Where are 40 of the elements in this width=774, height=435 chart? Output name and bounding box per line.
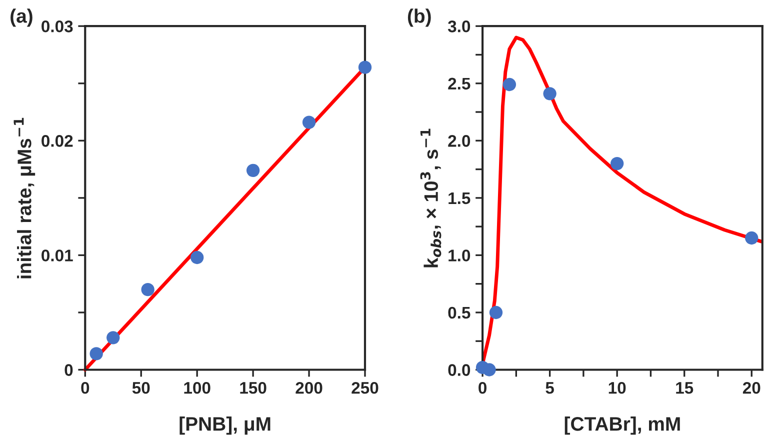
x-tick-label: 15 xyxy=(676,382,694,394)
y-tick-label: 3.0 xyxy=(448,20,470,32)
point xyxy=(246,164,260,178)
x-tick-label: 200 xyxy=(296,382,322,394)
y-tick-label: 0 xyxy=(64,364,73,376)
y-tick-label: 2.5 xyxy=(448,78,470,90)
x-tick-label: 100 xyxy=(184,382,210,394)
point xyxy=(90,347,103,360)
point xyxy=(543,87,556,100)
y-axis-title: initial rate, μMs$^{−1}$ xyxy=(14,118,36,278)
y-tick-label: 1.5 xyxy=(448,192,470,204)
x-axis-title: [CTABr], mM xyxy=(564,416,680,435)
point xyxy=(502,78,516,92)
y-tick-label: 0.02 xyxy=(42,135,73,147)
point xyxy=(141,282,154,296)
x-tick-label: 0 xyxy=(478,382,486,394)
y-tick-label: 0.0 xyxy=(448,364,470,376)
y-axis-title: k$_{obs}$, × 10$^{3}$, s$^{−1}$ xyxy=(420,128,442,268)
x-tick-label: 150 xyxy=(240,382,266,394)
x-tick-label: 250 xyxy=(352,382,378,394)
x-tick-label: 50 xyxy=(132,382,150,394)
x-tick-label: 20 xyxy=(742,382,760,394)
x-tick-label: 10 xyxy=(608,382,626,394)
x-axis-title: [PNB], μM xyxy=(180,416,270,435)
point xyxy=(489,306,503,320)
point xyxy=(302,116,316,129)
point xyxy=(745,231,758,245)
y-tick-label: 2.0 xyxy=(448,135,470,147)
point xyxy=(610,156,624,170)
point xyxy=(358,60,372,74)
y-tick-label: 0.03 xyxy=(42,20,73,32)
x-tick-label: 0 xyxy=(81,382,90,394)
point xyxy=(106,331,120,344)
y-tick-label: 0.5 xyxy=(448,306,470,319)
point xyxy=(190,250,204,264)
y-tick-label: 0.01 xyxy=(42,250,73,262)
y-tick-label: 1.0 xyxy=(448,250,470,262)
chart-title: (b) xyxy=(408,8,431,27)
x-tick-label: 5 xyxy=(546,382,554,394)
chart-title: (a) xyxy=(10,8,32,27)
